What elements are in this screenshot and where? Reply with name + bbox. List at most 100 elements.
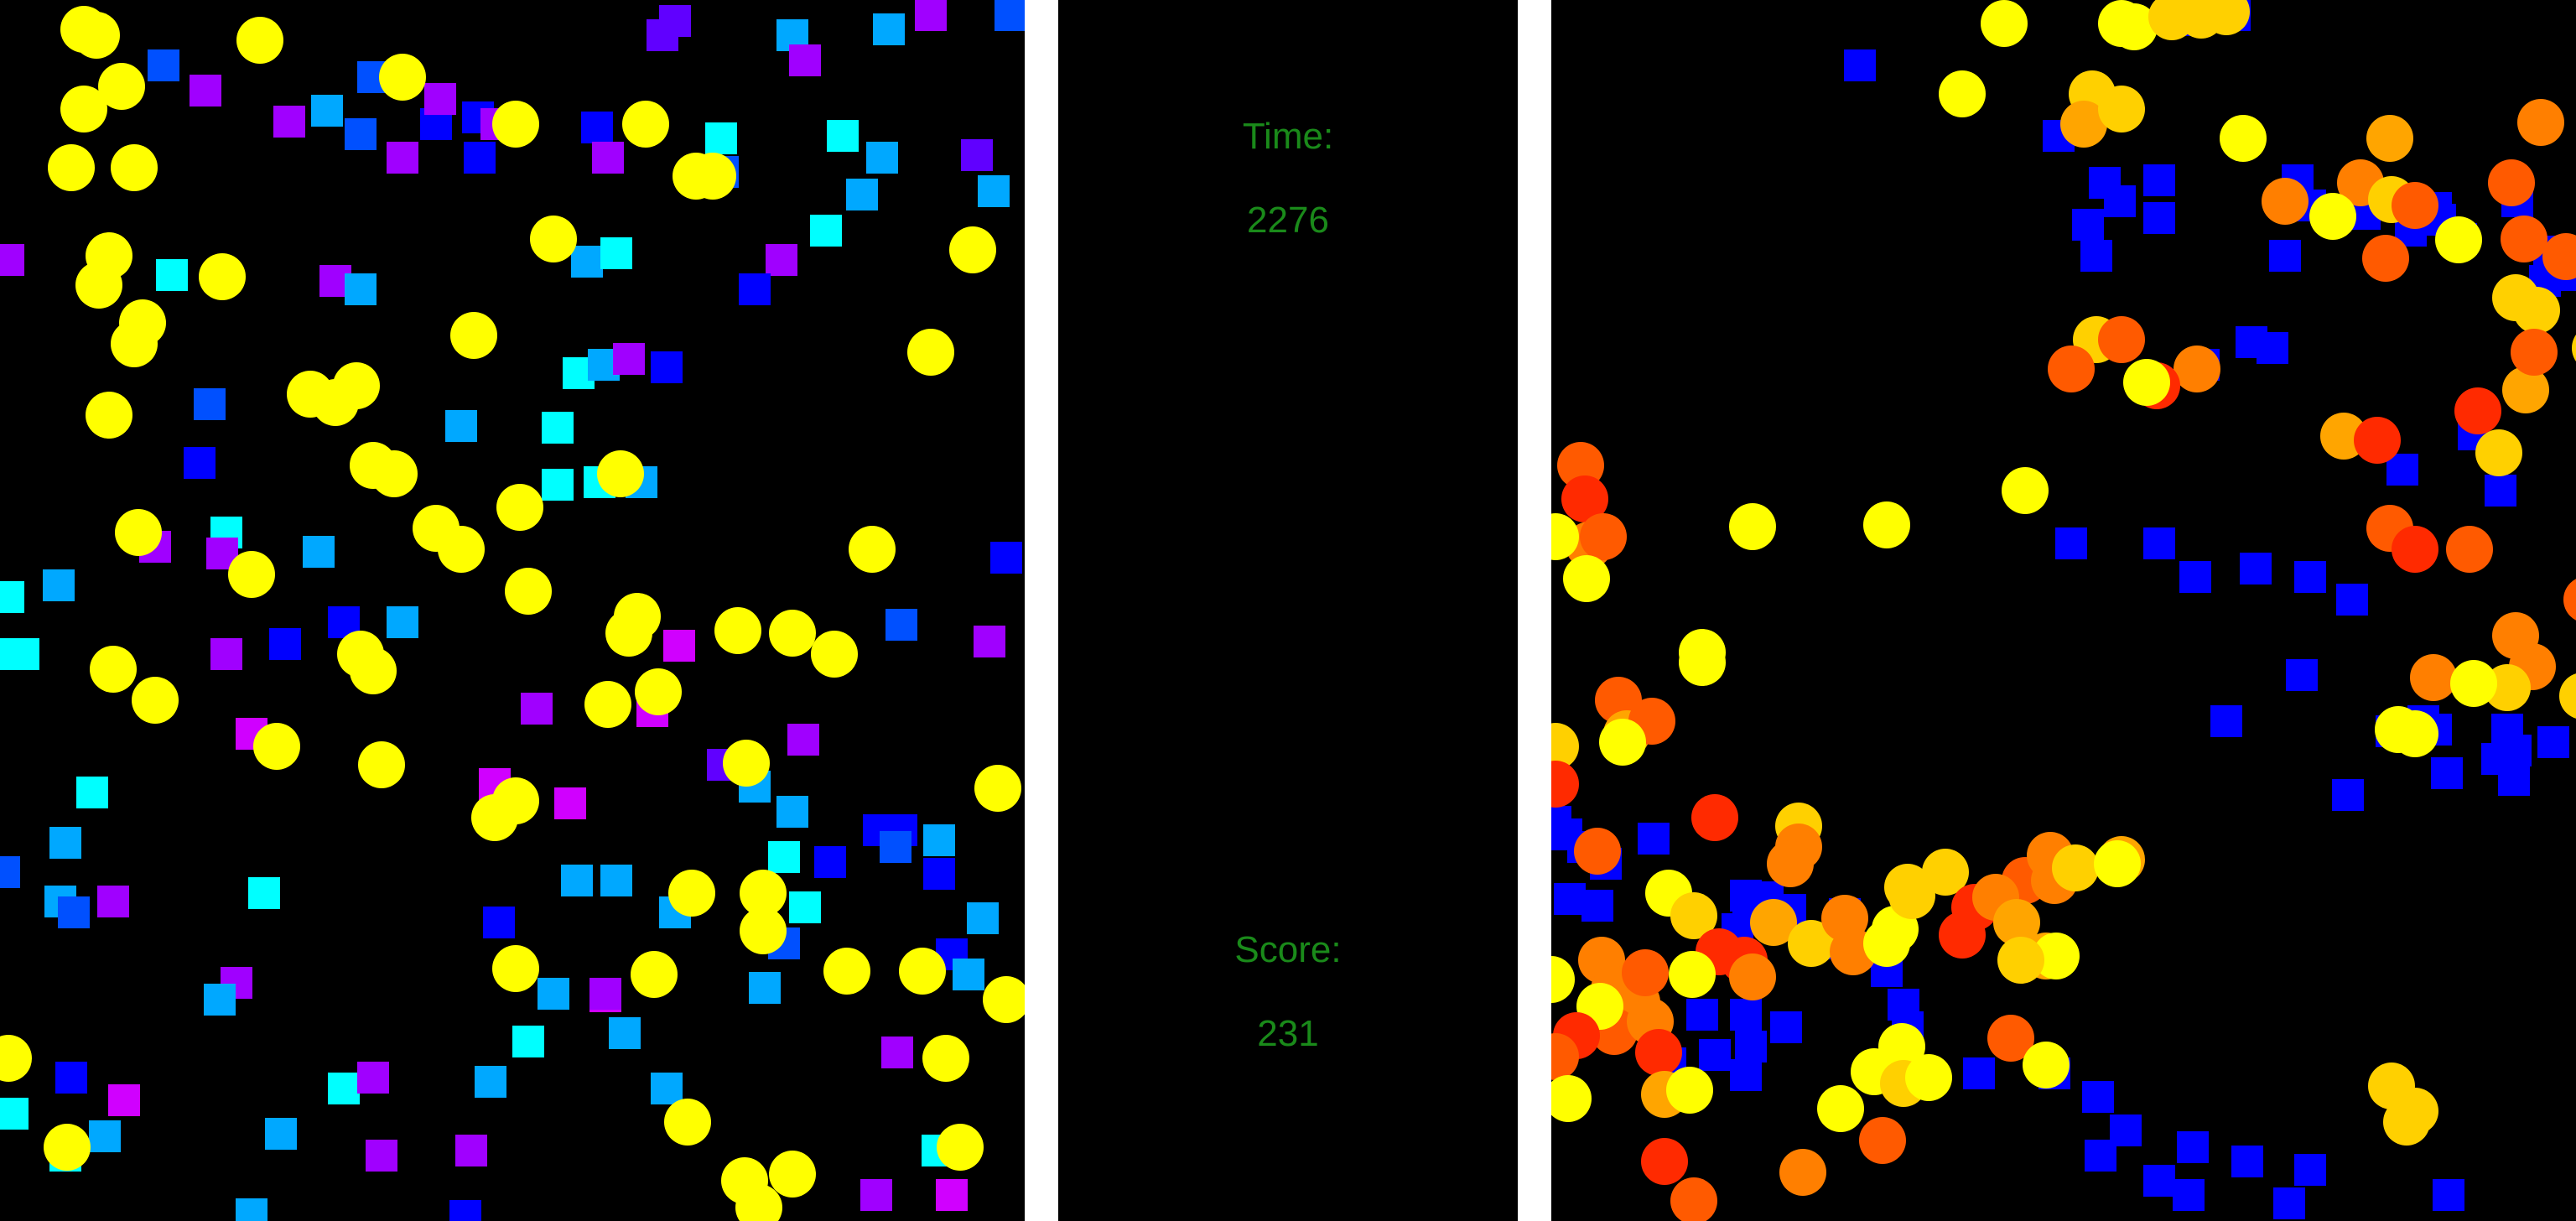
circle-sprite[interactable] — [1859, 1117, 1906, 1164]
circle-sprite[interactable] — [2098, 316, 2145, 363]
circle-sprite[interactable] — [2309, 193, 2356, 240]
circle-sprite[interactable] — [450, 312, 497, 359]
circle-sprite[interactable] — [86, 392, 132, 439]
right-field-canvas[interactable] — [1551, 0, 2576, 1221]
circle-sprite[interactable] — [1551, 723, 1579, 770]
circle-sprite[interactable] — [2060, 101, 2107, 148]
circle-sprite[interactable] — [471, 794, 518, 841]
circle-sprite[interactable] — [2203, 0, 2250, 35]
circle-sprite[interactable] — [98, 63, 145, 110]
circle-sprite[interactable] — [1729, 953, 1776, 1000]
circle-sprite[interactable] — [1551, 1075, 1592, 1122]
circle-sprite[interactable] — [1599, 719, 1646, 766]
circle-sprite[interactable] — [974, 765, 1021, 812]
circle-sprite[interactable] — [1580, 513, 1627, 560]
circle-sprite[interactable] — [1750, 899, 1797, 946]
circle-sprite[interactable] — [60, 86, 107, 132]
circle-sprite[interactable] — [949, 226, 996, 273]
circle-sprite[interactable] — [2446, 526, 2493, 573]
circle-sprite[interactable] — [2048, 346, 2095, 392]
circle-sprite[interactable] — [2392, 526, 2438, 573]
circle-sprite[interactable] — [907, 329, 954, 376]
circle-sprite[interactable] — [714, 607, 761, 654]
circle-sprite[interactable] — [937, 1124, 984, 1171]
circle-sprite[interactable] — [2354, 417, 2401, 464]
circle-sprite[interactable] — [44, 1124, 91, 1171]
circle-sprite[interactable] — [2262, 178, 2309, 225]
circle-sprite[interactable] — [1981, 0, 2028, 47]
circle-sprite[interactable] — [2488, 159, 2535, 206]
circle-sprite[interactable] — [740, 870, 787, 917]
circle-sprite[interactable] — [2362, 235, 2409, 282]
circle-sprite[interactable] — [2023, 1042, 2070, 1089]
circle-sprite[interactable] — [1884, 864, 1931, 911]
circle-sprite[interactable] — [2517, 99, 2564, 146]
circle-sprite[interactable] — [1666, 1067, 1713, 1114]
circle-sprite[interactable] — [1669, 951, 1716, 998]
circle-sprite[interactable] — [2475, 429, 2522, 476]
circle-sprite[interactable] — [2513, 287, 2560, 334]
circle-sprite[interactable] — [1922, 849, 1969, 896]
circle-sprite[interactable] — [530, 216, 577, 262]
circle-sprite[interactable] — [492, 945, 539, 992]
circle-sprite[interactable] — [111, 320, 158, 367]
circle-sprite[interactable] — [2094, 840, 2141, 887]
circle-sprite[interactable] — [2392, 182, 2438, 229]
circle-sprite[interactable] — [605, 610, 652, 657]
circle-sprite[interactable] — [668, 870, 715, 917]
circle-sprite[interactable] — [2410, 654, 2457, 701]
circle-sprite[interactable] — [1729, 503, 1776, 550]
circle-sprite[interactable] — [496, 484, 543, 531]
circle-sprite[interactable] — [2435, 216, 2482, 263]
circle-sprite[interactable] — [1817, 1085, 1864, 1132]
circle-sprite[interactable] — [1679, 629, 1726, 676]
left-play-field[interactable] — [0, 0, 1025, 1221]
circle-sprite[interactable] — [48, 144, 95, 191]
circle-sprite[interactable] — [740, 907, 787, 954]
circle-sprite[interactable] — [1863, 501, 1910, 548]
circle-sprite[interactable] — [1551, 761, 1579, 808]
left-field-canvas[interactable] — [0, 0, 1025, 1221]
circle-sprite[interactable] — [1905, 1054, 1952, 1101]
circle-sprite[interactable] — [438, 526, 485, 573]
circle-sprite[interactable] — [2220, 115, 2267, 162]
circle-sprite[interactable] — [631, 951, 678, 998]
circle-sprite[interactable] — [1551, 1033, 1579, 1080]
circle-sprite[interactable] — [379, 54, 426, 101]
circle-sprite[interactable] — [73, 12, 120, 59]
circle-sprite[interactable] — [2563, 576, 2576, 623]
circle-sprite[interactable] — [2123, 359, 2170, 406]
circle-sprite[interactable] — [1997, 937, 2044, 984]
circle-sprite[interactable] — [90, 646, 137, 693]
circle-sprite[interactable] — [505, 568, 552, 615]
circle-sprite[interactable] — [333, 362, 380, 409]
circle-sprite[interactable] — [115, 509, 162, 556]
circle-sprite[interactable] — [0, 1035, 32, 1082]
circle-sprite[interactable] — [2033, 933, 2080, 979]
circle-sprite[interactable] — [1563, 555, 1610, 602]
circle-sprite[interactable] — [1635, 1029, 1682, 1076]
circle-sprite[interactable] — [689, 153, 736, 200]
circle-sprite[interactable] — [199, 253, 246, 300]
circle-sprite[interactable] — [1670, 1177, 1717, 1221]
circle-sprite[interactable] — [2098, 86, 2145, 132]
circle-sprite[interactable] — [1779, 1149, 1826, 1196]
circle-sprite[interactable] — [2454, 387, 2501, 434]
right-play-field[interactable] — [1551, 0, 2576, 1221]
circle-sprite[interactable] — [2052, 844, 2099, 891]
circle-sprite[interactable] — [2174, 346, 2220, 392]
circle-sprite[interactable] — [723, 740, 770, 787]
circle-sprite[interactable] — [1878, 1023, 1925, 1070]
circle-sprite[interactable] — [1767, 840, 1814, 887]
circle-sprite[interactable] — [2572, 325, 2576, 371]
circle-sprite[interactable] — [597, 450, 644, 497]
circle-sprite[interactable] — [922, 1035, 969, 1082]
circle-sprite[interactable] — [1993, 899, 2040, 946]
circle-sprite[interactable] — [1622, 949, 1669, 996]
circle-sprite[interactable] — [371, 450, 418, 497]
circle-sprite[interactable] — [1641, 1138, 1688, 1185]
circle-sprite[interactable] — [132, 677, 179, 724]
circle-sprite[interactable] — [1788, 920, 1835, 967]
circle-sprite[interactable] — [2392, 710, 2438, 757]
circle-sprite[interactable] — [2383, 1099, 2430, 1146]
